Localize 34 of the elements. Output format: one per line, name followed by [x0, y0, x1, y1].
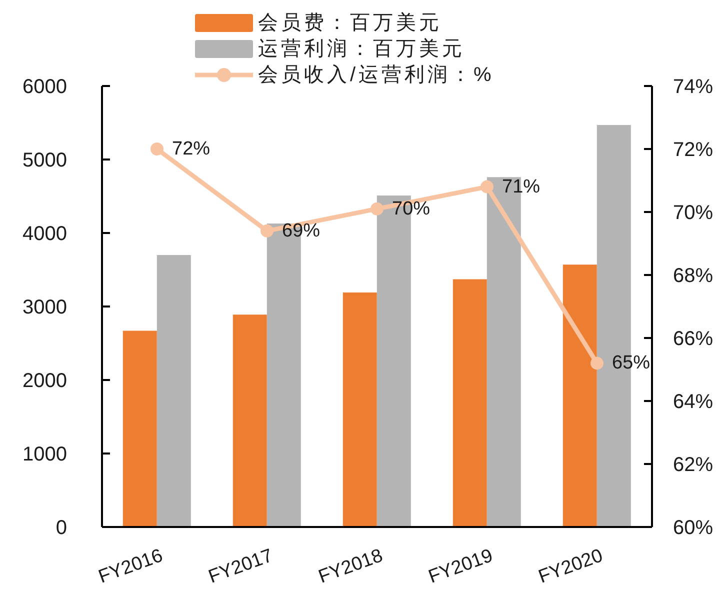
legend-label: 会员费：百万美元 — [258, 11, 442, 36]
legend-label: 运营利润：百万美元 — [258, 37, 465, 62]
point — [150, 142, 164, 156]
y2-tick-label: 74% — [673, 76, 714, 98]
y-tick-label: 5000 — [22, 150, 67, 172]
y-tick-label: 6000 — [22, 76, 67, 98]
y2-tick-label: 64% — [673, 391, 714, 414]
y-tick-label: 0 — [56, 517, 67, 540]
bar — [452, 279, 487, 527]
data-label: 71% — [502, 176, 540, 198]
legend-label: 会员收入/运营利润：% — [258, 63, 494, 88]
data-label: 65% — [612, 352, 650, 374]
y2-tick-label: 68% — [673, 265, 714, 288]
data-label: 70% — [392, 198, 430, 220]
y-tick-label: 2000 — [22, 370, 67, 392]
y2-tick-label: 60% — [673, 517, 714, 540]
bar — [562, 264, 597, 527]
y2-tick-label: 72% — [673, 139, 714, 162]
point — [260, 224, 274, 238]
y-tick-label: 1000 — [22, 444, 67, 466]
point — [480, 180, 494, 194]
data-label: 69% — [282, 220, 320, 242]
bar — [156, 255, 191, 527]
y2-tick-label: 70% — [673, 202, 714, 224]
bar — [232, 314, 267, 527]
y-tick-label: 3000 — [22, 296, 67, 319]
y2-tick-label: 66% — [673, 328, 714, 350]
y2-tick-label: 62% — [673, 454, 714, 476]
bar — [122, 330, 157, 527]
point — [590, 356, 604, 370]
data-label: 72% — [172, 138, 210, 160]
bar — [342, 292, 377, 527]
y-tick-label: 4000 — [22, 223, 67, 246]
point — [370, 202, 384, 216]
